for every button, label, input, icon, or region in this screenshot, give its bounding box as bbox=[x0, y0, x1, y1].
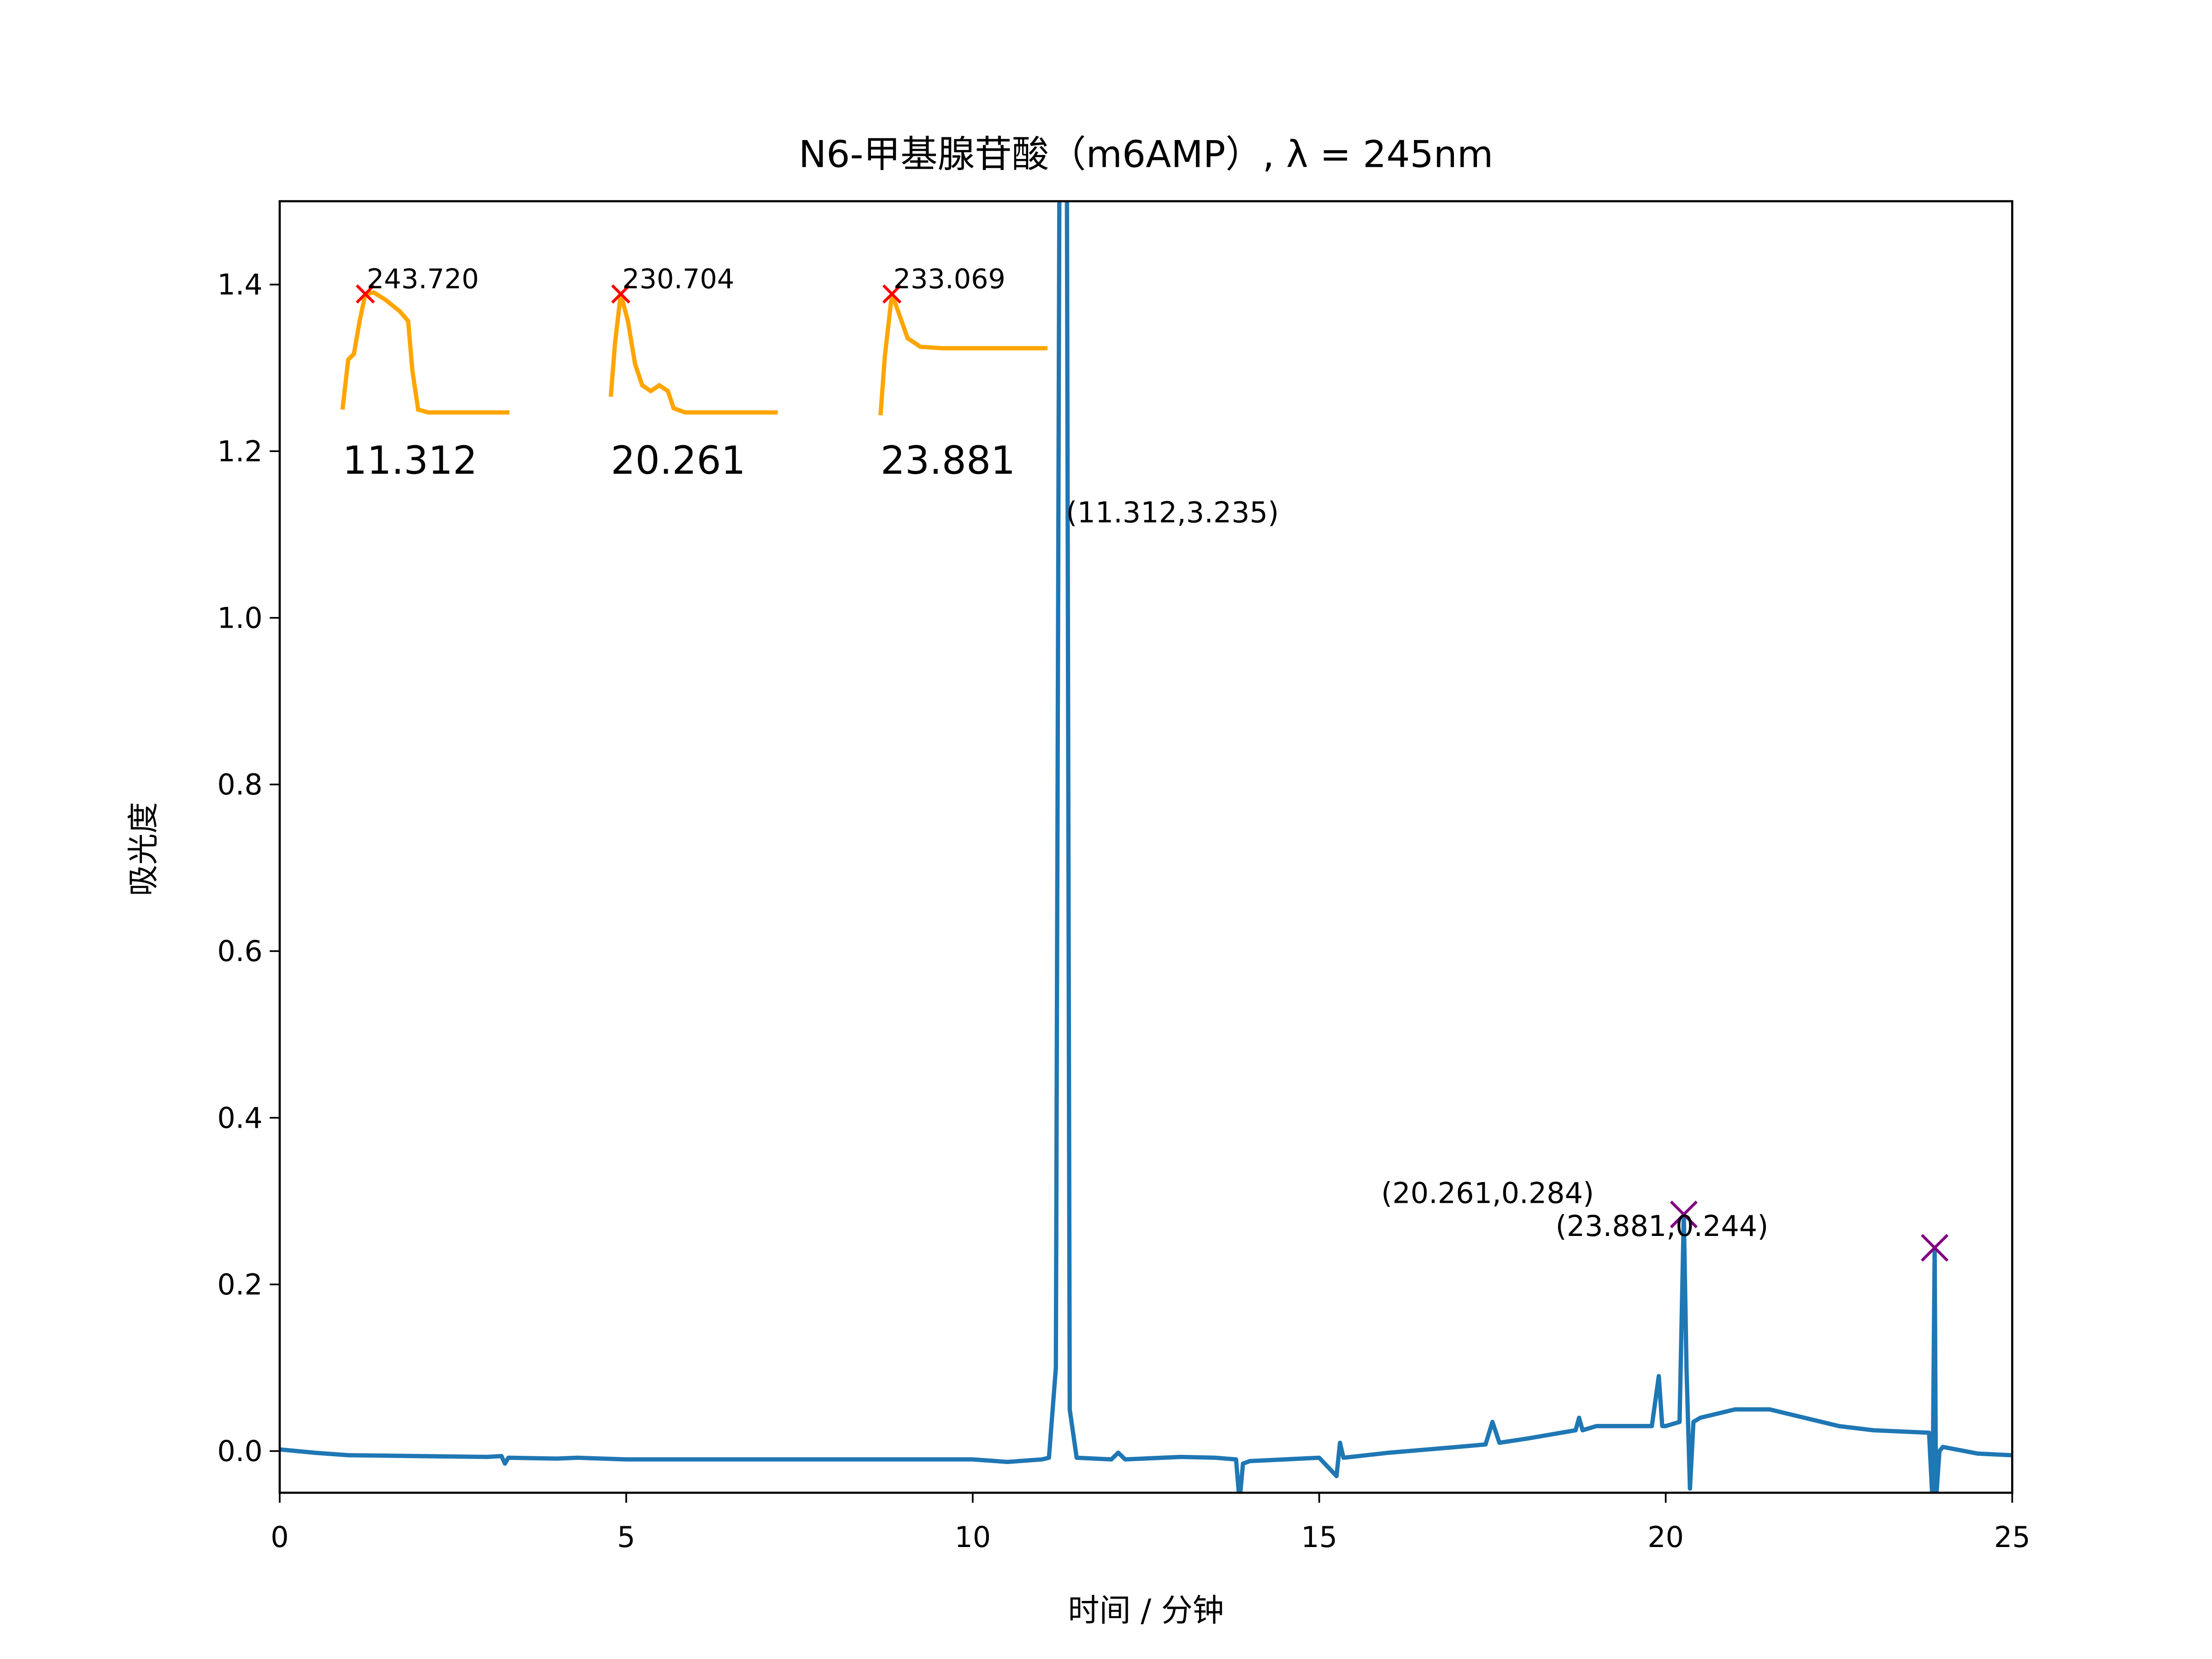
inset-time-label: 11.312 bbox=[342, 438, 477, 483]
inset-peak-marker bbox=[882, 284, 902, 304]
inset-peak-marker bbox=[611, 284, 630, 304]
x-axis-label: 时间 / 分钟 bbox=[1068, 1593, 1224, 1629]
data-line bbox=[279, 201, 2012, 1493]
inset-time-label: 23.881 bbox=[881, 438, 1016, 483]
inset-peak-marker bbox=[356, 284, 375, 304]
x-tick-label: 20 bbox=[1647, 1521, 1684, 1554]
axes-frame bbox=[278, 200, 2013, 1494]
y-tick-label: 0.8 bbox=[217, 768, 262, 801]
inset-wavelength-label: 230.704 bbox=[622, 263, 734, 295]
inset-spectrum bbox=[878, 293, 1048, 416]
y-axis-label: 吸光度 bbox=[125, 802, 162, 896]
inset-wavelength-label: 243.720 bbox=[367, 263, 479, 295]
x-tick-label: 10 bbox=[954, 1521, 991, 1554]
peak-marker bbox=[1921, 1234, 1949, 1262]
y-tick-label: 1.2 bbox=[217, 435, 262, 468]
y-tick-label: 0.0 bbox=[217, 1435, 262, 1468]
y-tick-label: 0.4 bbox=[217, 1101, 262, 1135]
x-tick-label: 0 bbox=[271, 1521, 288, 1554]
chart-title: N6-甲基腺苷酸（m6AMP）, λ = 245nm bbox=[799, 133, 1493, 176]
peak-label: (23.881,0.244) bbox=[1555, 1210, 1768, 1243]
inset-spectrum bbox=[340, 290, 510, 415]
y-tick-label: 1.0 bbox=[217, 601, 262, 635]
peak-label: (11.312,3.235) bbox=[1066, 496, 1279, 529]
x-tick-label: 25 bbox=[1994, 1521, 2030, 1554]
x-tick-label: 5 bbox=[617, 1521, 635, 1554]
peak-label: (20.261,0.284) bbox=[1381, 1177, 1594, 1210]
plot-area bbox=[279, 201, 2012, 1493]
peak-marker bbox=[1670, 1200, 1698, 1229]
inset-spectrum bbox=[608, 293, 778, 415]
y-tick-label: 1.4 bbox=[217, 268, 262, 301]
inset-time-label: 20.261 bbox=[611, 438, 746, 483]
overlay: 0 5 10 15 20 25 0.0 0.2 0.4 0.6 0.8 1.0 1.2 1.4 (11.31… bbox=[217, 263, 2030, 1554]
inset-wavelength-label: 233.069 bbox=[894, 263, 1006, 295]
x-tick-label: 15 bbox=[1301, 1521, 1337, 1554]
y-tick-label: 0.2 bbox=[217, 1268, 262, 1301]
y-tick-label: 0.6 bbox=[217, 935, 262, 968]
